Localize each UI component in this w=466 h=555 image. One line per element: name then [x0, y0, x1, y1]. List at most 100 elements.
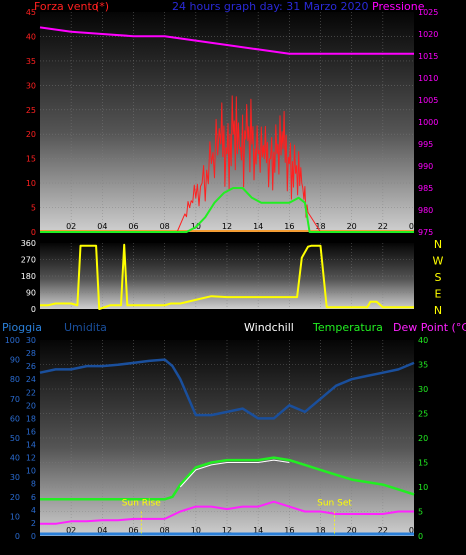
bot-x-tick: 08	[160, 526, 170, 535]
wind-y-tick: 10	[26, 179, 36, 188]
rain-y-tick: 0	[15, 532, 20, 541]
humidity-y-tick: 30	[26, 336, 36, 345]
humidity-y-tick: 24	[26, 375, 36, 384]
humidity-y-tick: 18	[26, 414, 36, 423]
humidity-y-tick: 16	[26, 427, 36, 436]
wind-y-tick: 45	[26, 8, 36, 17]
top-x-tick: 00	[409, 222, 419, 231]
pressure-y-tick: 1000	[418, 118, 438, 127]
wind-y-tick: 30	[26, 81, 36, 90]
pressure-y-tick: 1005	[418, 96, 438, 105]
sun-rise-label: Sun Rise	[122, 499, 161, 509]
compass-label: S	[435, 271, 442, 284]
pressure-y-tick: 980	[418, 206, 433, 215]
windchill-label: Windchill	[244, 321, 294, 334]
direction-y-tick: 90	[26, 289, 36, 298]
humidity-y-tick: 28	[26, 349, 36, 358]
wind-gust-series	[40, 95, 414, 233]
top-x-tick: 18	[315, 222, 325, 231]
humidity-y-tick: 10	[26, 467, 36, 476]
humidity-y-tick: 14	[26, 441, 36, 450]
humidity-label: Umidita	[64, 321, 107, 334]
bot-x-tick: 16	[284, 526, 294, 535]
bot-x-tick: 20	[347, 526, 357, 535]
wind-y-tick: 40	[26, 32, 36, 41]
rain-y-tick: 20	[10, 493, 20, 502]
pressure-y-tick: 990	[418, 162, 433, 171]
compass-label: N	[434, 304, 442, 317]
direction-y-tick: 360	[21, 239, 36, 248]
humidity-series	[39, 358, 415, 420]
temp-y-tick: 0	[418, 532, 423, 541]
compass-label: E	[435, 288, 442, 301]
dewpoint-label: Dew Point (°C)	[393, 321, 466, 334]
bot-x-tick: 12	[222, 526, 232, 535]
pressure-title: Pressione	[372, 0, 425, 13]
bot-x-tick: 14	[253, 526, 263, 535]
humidity-y-tick: 22	[26, 388, 36, 397]
top-x-tick: 14	[253, 222, 263, 231]
rain-y-tick: 80	[10, 375, 20, 384]
wind-y-tick: 35	[26, 57, 36, 66]
rain-y-tick: 70	[10, 395, 20, 404]
bot-x-tick: 04	[97, 526, 107, 535]
bot-x-tick: 22	[378, 526, 388, 535]
bot-x-tick: 10	[191, 526, 201, 535]
wind-y-tick: 15	[26, 155, 36, 164]
humidity-y-tick: 6	[31, 493, 36, 502]
wind-y-tick: 5	[31, 204, 36, 213]
temp-y-tick: 15	[418, 459, 428, 468]
pressure-y-tick: 995	[418, 140, 433, 149]
wind-y-tick: 20	[26, 130, 36, 139]
rain-y-tick: 40	[10, 454, 20, 463]
top-x-tick: 12	[222, 222, 232, 231]
temp-y-tick: 40	[418, 336, 428, 345]
top-x-tick: 20	[347, 222, 357, 231]
temp-y-tick: 25	[418, 410, 428, 419]
rain-y-tick: 10	[10, 512, 20, 521]
temp-y-tick: 10	[418, 483, 428, 492]
humidity-y-tick: 8	[31, 480, 36, 489]
pressure-y-tick: 1015	[418, 52, 438, 61]
compass-label: N	[434, 238, 442, 251]
dewpoint-series	[40, 500, 414, 525]
top-x-tick: 04	[97, 222, 107, 231]
temp-y-tick: 30	[418, 385, 428, 394]
temperature-series	[40, 456, 415, 501]
humidity-y-tick: 4	[31, 506, 36, 515]
wind-unit: (*)	[95, 0, 109, 13]
rain-y-tick: 30	[10, 473, 20, 482]
humidity-y-tick: 20	[26, 401, 36, 410]
direction-y-tick: 0	[31, 305, 36, 314]
top-x-tick: 02	[66, 222, 76, 231]
pressure-y-tick: 1020	[418, 30, 438, 39]
humidity-y-tick: 2	[31, 519, 36, 528]
rain-y-tick: 60	[10, 414, 20, 423]
pressure-y-tick: 975	[418, 228, 433, 237]
pressure-series	[39, 26, 414, 55]
wind-avg-series	[40, 187, 414, 233]
temp-y-tick: 5	[418, 508, 423, 517]
top-x-tick: 06	[128, 222, 138, 231]
humidity-y-tick: 26	[26, 362, 36, 371]
bot-x-tick: 18	[315, 526, 325, 535]
wind-title: Forza vento	[34, 0, 99, 13]
direction-y-tick: 270	[21, 256, 36, 265]
rain-y-tick: 50	[10, 434, 20, 443]
top-x-tick: 22	[378, 222, 388, 231]
windchill-series	[179, 459, 290, 488]
humidity-y-tick: 0	[31, 532, 36, 541]
humidity-y-tick: 12	[26, 454, 36, 463]
sun-set-label: Sun Set	[317, 499, 352, 509]
graph-title: 24 hours graph day: 31 Marzo 2020	[172, 0, 369, 13]
bot-x-tick: 06	[128, 526, 138, 535]
temperature-label: Temperatura	[312, 321, 383, 334]
rain-y-tick: 100	[5, 336, 20, 345]
wind-y-tick: 0	[31, 228, 36, 237]
direction-y-tick: 180	[21, 272, 36, 281]
temp-y-tick: 20	[418, 434, 428, 443]
compass-label: W	[433, 255, 444, 268]
rain-label: Pioggia	[2, 321, 42, 334]
pressure-y-tick: 985	[418, 184, 433, 193]
